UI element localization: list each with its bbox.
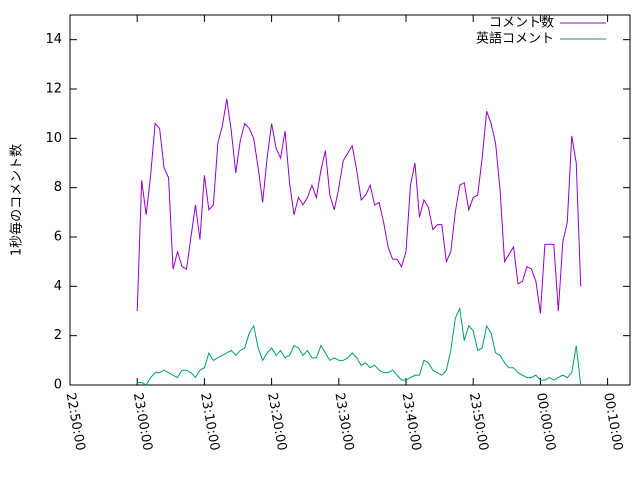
y-tick-label: 2 xyxy=(54,328,62,343)
plot-border xyxy=(69,14,631,386)
y-tick-label: 4 xyxy=(54,279,62,294)
data-line xyxy=(137,306,582,386)
legend-label: コメント数 xyxy=(489,16,554,31)
legend-label: 英語コメント xyxy=(476,31,554,47)
y-tick-label: 14 xyxy=(45,32,62,47)
y-tick-label: 0 xyxy=(54,378,62,393)
y-tick-label: 12 xyxy=(45,82,62,97)
data-line xyxy=(136,98,582,314)
y-tick-label: 6 xyxy=(54,230,62,245)
y-tick-label: 10 xyxy=(45,131,62,146)
y-tick-label: 8 xyxy=(54,180,62,195)
y-axis-label: 1秒毎のコメント数 xyxy=(9,144,25,256)
